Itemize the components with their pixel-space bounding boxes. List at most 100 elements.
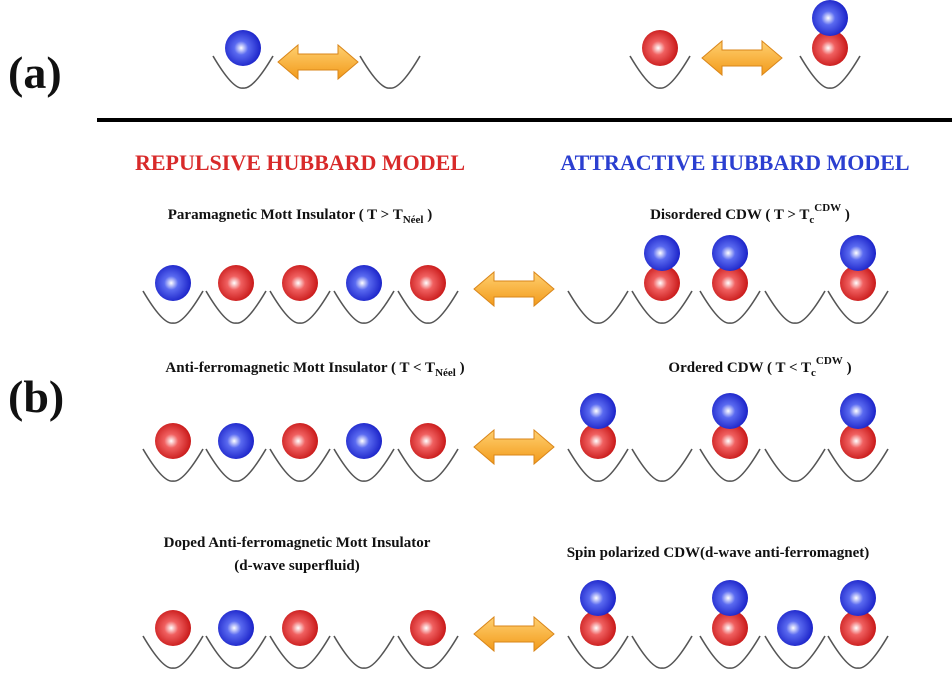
potential-well [699, 448, 761, 482]
potential-well [333, 448, 395, 482]
potential-well [205, 635, 267, 669]
blue-particle [712, 580, 748, 616]
caption-text: Anti-ferromagnetic Mott Insulator ( T < … [165, 360, 435, 376]
double-arrow [473, 615, 555, 653]
potential-well [142, 290, 204, 324]
blue-particle [712, 393, 748, 429]
blue-particle [712, 235, 748, 271]
red-particle [712, 610, 748, 646]
potential-well [629, 55, 691, 89]
caption: (d-wave superfluid) [234, 558, 359, 574]
potential-well [269, 290, 331, 324]
potential-well [142, 448, 204, 482]
potential-well [631, 448, 693, 482]
potential-well [333, 635, 395, 669]
blue-particle [644, 235, 680, 271]
red-particle [840, 610, 876, 646]
red-particle [580, 610, 616, 646]
potential-well [631, 290, 693, 324]
potential-well [397, 635, 459, 669]
caption-sup: CDW [814, 202, 841, 214]
caption-text: ) [841, 207, 850, 223]
heading-attractive: ATTRACTIVE HUBBARD MODEL [560, 150, 909, 175]
heading-repulsive: REPULSIVE HUBBARD MODEL [135, 150, 465, 175]
blue-particle [777, 610, 813, 646]
blue-particle [840, 393, 876, 429]
caption-text: Paramagnetic Mott Insulator ( T > T [168, 207, 403, 223]
red-particle [155, 423, 191, 459]
double-arrow [473, 428, 555, 466]
caption-sub: c [809, 214, 814, 226]
caption: Paramagnetic Mott Insulator ( T > TNéel … [168, 207, 432, 226]
potential-well [397, 448, 459, 482]
blue-particle [346, 265, 382, 301]
red-particle [218, 265, 254, 301]
blue-particle [155, 265, 191, 301]
blue-particle [580, 393, 616, 429]
red-particle [155, 610, 191, 646]
red-particle [644, 265, 680, 301]
caption-text: ) [456, 360, 465, 376]
blue-particle [225, 30, 261, 66]
caption: Disordered CDW ( T > TcCDW ) [650, 202, 850, 226]
double-arrow [277, 43, 359, 81]
potential-well [827, 290, 889, 324]
blue-particle [218, 423, 254, 459]
potential-well [269, 448, 331, 482]
potential-well [567, 635, 629, 669]
red-particle [410, 423, 446, 459]
blue-particle [840, 580, 876, 616]
red-particle [282, 265, 318, 301]
double-arrow [473, 270, 555, 308]
red-particle [282, 610, 318, 646]
potential-well [205, 448, 267, 482]
caption-sup: CDW [816, 355, 843, 367]
potential-well [567, 290, 629, 324]
red-particle [410, 265, 446, 301]
caption-text: Disordered CDW ( T > T [650, 207, 809, 223]
red-particle [282, 423, 318, 459]
blue-particle [840, 235, 876, 271]
blue-particle [580, 580, 616, 616]
panel-a-label: (a) [8, 47, 62, 98]
red-particle [712, 423, 748, 459]
blue-particle [346, 423, 382, 459]
caption: Doped Anti-ferromagnetic Mott Insulator [164, 535, 431, 551]
red-particle [812, 30, 848, 66]
potential-well [699, 290, 761, 324]
caption: Anti-ferromagnetic Mott Insulator ( T < … [165, 360, 464, 379]
potential-well [764, 290, 826, 324]
potential-well [631, 635, 693, 669]
lattice-art [142, 0, 889, 669]
potential-well [397, 290, 459, 324]
potential-well [142, 635, 204, 669]
red-particle [410, 610, 446, 646]
potential-well [764, 635, 826, 669]
blue-particle [812, 0, 848, 36]
red-particle [840, 423, 876, 459]
caption: Spin polarized CDW(d-wave anti-ferromagn… [567, 545, 870, 561]
caption-sub: Néel [435, 367, 456, 379]
potential-well [764, 448, 826, 482]
red-particle [712, 265, 748, 301]
potential-well [567, 448, 629, 482]
red-particle [580, 423, 616, 459]
caption: Ordered CDW ( T < TcCDW ) [668, 355, 851, 379]
red-particle [642, 30, 678, 66]
potential-well [269, 635, 331, 669]
caption-text: Ordered CDW ( T < T [668, 360, 811, 376]
caption-sub: c [811, 367, 816, 379]
caption-text: ) [423, 207, 432, 223]
red-particle [840, 265, 876, 301]
potential-well [212, 55, 274, 89]
potential-well [827, 448, 889, 482]
blue-particle [218, 610, 254, 646]
potential-well [827, 635, 889, 669]
potential-well [333, 290, 395, 324]
caption-text: ) [843, 360, 852, 376]
caption-sub: Néel [403, 214, 424, 226]
panel-b-label: (b) [8, 371, 64, 422]
potential-well [699, 635, 761, 669]
potential-well [205, 290, 267, 324]
